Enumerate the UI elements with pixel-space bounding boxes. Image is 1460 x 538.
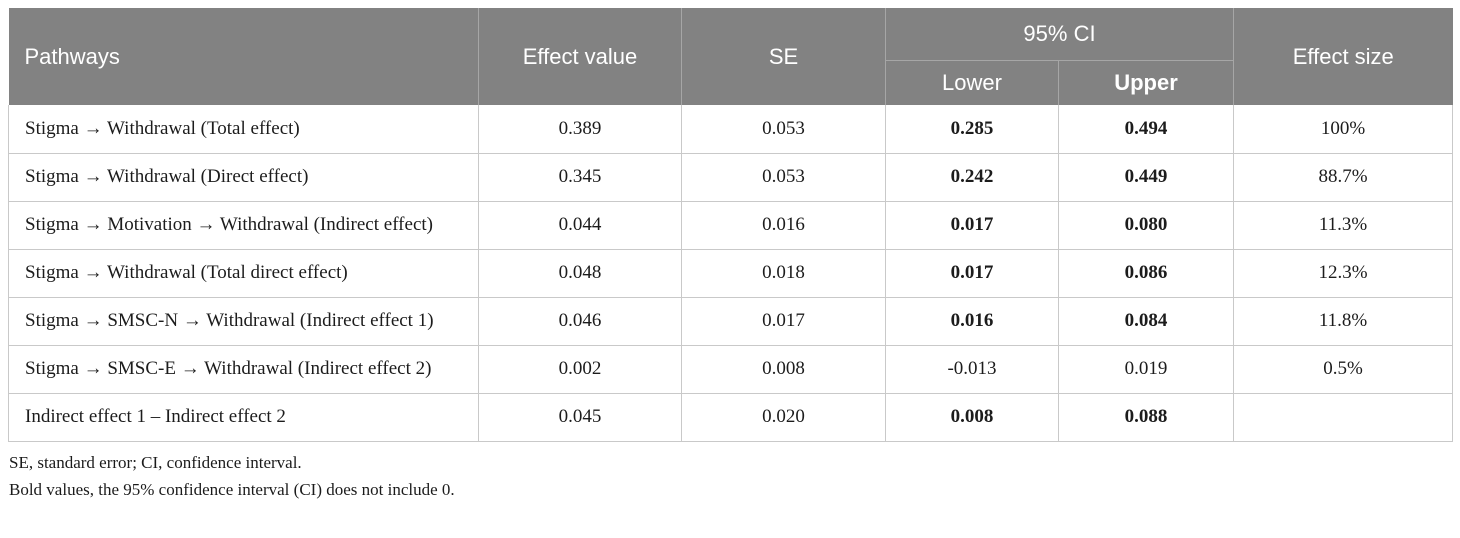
cell-ci-upper: 0.084 (1058, 296, 1234, 346)
cell-se: 0.053 (681, 152, 886, 202)
footnotes: SE, standard error; CI, confidence inter… (9, 449, 1452, 503)
effects-table: Pathways Effect value SE 95% CI Effect s… (8, 8, 1453, 442)
table-row: Indirect effect 1 – Indirect effect 2 0.… (8, 392, 1453, 442)
cell-pathway: Stigma → Withdrawal (Direct effect) (8, 152, 479, 202)
table-body: Stigma → Withdrawal (Total effect) 0.389… (8, 105, 1453, 442)
table-row: Stigma → SMSC-E → Withdrawal (Indirect e… (8, 344, 1453, 394)
cell-se: 0.008 (681, 344, 886, 394)
cell-effect-size: 12.3% (1233, 248, 1453, 298)
cell-se: 0.016 (681, 200, 886, 250)
cell-effect-size: 0.5% (1233, 344, 1453, 394)
cell-ci-lower: 0.017 (885, 248, 1059, 298)
cell-effect-value: 0.045 (478, 392, 682, 442)
cell-ci-lower: 0.016 (885, 296, 1059, 346)
cell-effect-value: 0.048 (478, 248, 682, 298)
cell-ci-upper: 0.449 (1058, 152, 1234, 202)
cell-ci-lower: -0.013 (885, 344, 1059, 394)
cell-ci-lower: 0.242 (885, 152, 1059, 202)
cell-effect-value: 0.389 (478, 105, 682, 154)
cell-ci-upper: 0.086 (1058, 248, 1234, 298)
footnote-bold-values: Bold values, the 95% confidence interval… (9, 479, 455, 499)
cell-se: 0.020 (681, 392, 886, 442)
cell-effect-size: 100% (1233, 105, 1453, 154)
cell-effect-size (1233, 392, 1453, 442)
footnote-abbreviations: SE, standard error; CI, confidence inter… (9, 452, 302, 472)
cell-pathway: Stigma → SMSC-E → Withdrawal (Indirect e… (8, 344, 479, 394)
header-pathways: Pathways (8, 8, 479, 105)
cell-effect-value: 0.345 (478, 152, 682, 202)
cell-se: 0.018 (681, 248, 886, 298)
cell-ci-upper: 0.494 (1058, 105, 1234, 154)
cell-se: 0.017 (681, 296, 886, 346)
header-effect-size: Effect size (1233, 8, 1453, 105)
cell-pathway: Stigma → Withdrawal (Total direct effect… (8, 248, 479, 298)
cell-effect-size: 88.7% (1233, 152, 1453, 202)
table-header: Pathways Effect value SE 95% CI Effect s… (8, 8, 1453, 105)
table-row: Stigma → SMSC-N → Withdrawal (Indirect e… (8, 296, 1453, 346)
page: Pathways Effect value SE 95% CI Effect s… (8, 8, 1453, 503)
table-row: Stigma → Withdrawal (Total effect) 0.389… (8, 105, 1453, 154)
header-effect-value: Effect value (478, 8, 682, 105)
cell-pathway: Indirect effect 1 – Indirect effect 2 (8, 392, 479, 442)
cell-ci-lower: 0.285 (885, 105, 1059, 154)
cell-ci-upper: 0.080 (1058, 200, 1234, 250)
table-row: Stigma → Withdrawal (Direct effect) 0.34… (8, 152, 1453, 202)
cell-ci-lower: 0.008 (885, 392, 1059, 442)
cell-pathway: Stigma → Withdrawal (Total effect) (8, 105, 479, 154)
cell-ci-upper: 0.019 (1058, 344, 1234, 394)
cell-effect-size: 11.8% (1233, 296, 1453, 346)
header-se: SE (681, 8, 886, 105)
cell-effect-size: 11.3% (1233, 200, 1453, 250)
cell-ci-upper: 0.088 (1058, 392, 1234, 442)
header-ci-lower: Lower (885, 60, 1059, 105)
header-ci: 95% CI (885, 8, 1234, 61)
cell-effect-value: 0.044 (478, 200, 682, 250)
cell-se: 0.053 (681, 105, 886, 154)
table-row: Stigma → Withdrawal (Total direct effect… (8, 248, 1453, 298)
table-row: Stigma → Motivation → Withdrawal (Indire… (8, 200, 1453, 250)
cell-pathway: Stigma → SMSC-N → Withdrawal (Indirect e… (8, 296, 479, 346)
cell-effect-value: 0.046 (478, 296, 682, 346)
cell-ci-lower: 0.017 (885, 200, 1059, 250)
cell-pathway: Stigma → Motivation → Withdrawal (Indire… (8, 200, 479, 250)
cell-effect-value: 0.002 (478, 344, 682, 394)
header-ci-upper: Upper (1058, 60, 1234, 105)
